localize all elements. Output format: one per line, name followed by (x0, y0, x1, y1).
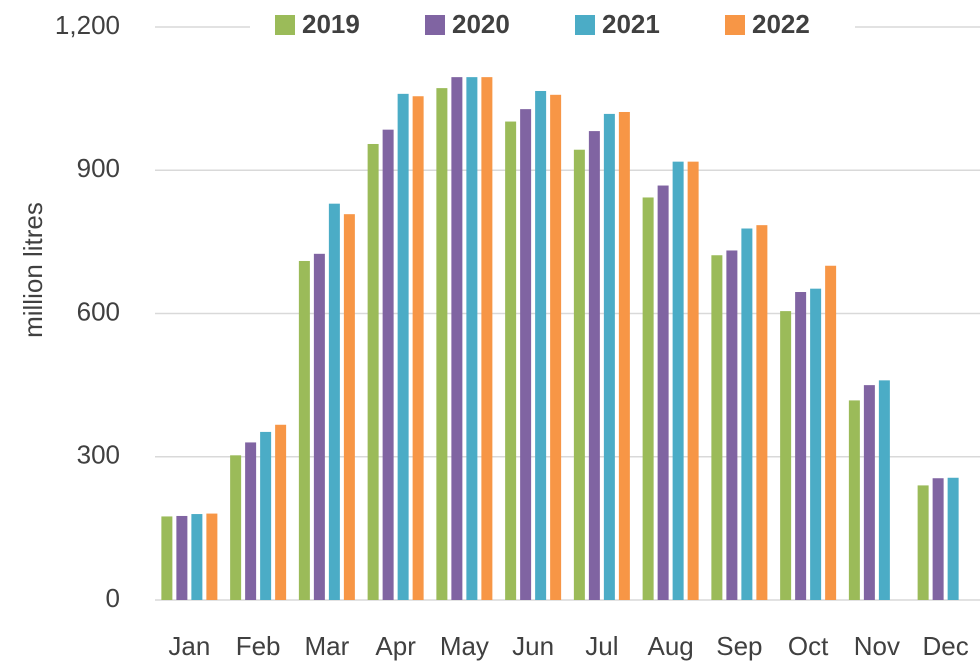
bar (618, 111, 630, 601)
y-tick-label: 0 (106, 583, 120, 613)
y-axis-label: million litres (18, 202, 48, 338)
bar (397, 93, 409, 600)
bar (161, 516, 173, 600)
bar (687, 161, 699, 600)
x-tick-label: Jun (512, 631, 554, 661)
bar (878, 380, 890, 600)
bar (328, 203, 340, 601)
bar (573, 149, 585, 600)
bar (313, 253, 325, 600)
bar (191, 514, 203, 600)
bar (657, 185, 669, 600)
legend-label: 2020 (452, 9, 510, 39)
legend-label: 2019 (302, 9, 360, 39)
legend-swatch (575, 15, 595, 35)
x-tick-label: Feb (236, 631, 281, 661)
x-tick-label: Dec (923, 631, 969, 661)
bar (206, 513, 218, 600)
bar (451, 77, 463, 600)
x-tick-label: Sep (716, 631, 762, 661)
bar (932, 478, 944, 600)
bar (298, 260, 310, 600)
bar (947, 477, 959, 600)
bar (466, 77, 478, 600)
bar (917, 485, 929, 600)
bar (588, 131, 600, 600)
bar (382, 129, 394, 600)
legend-label: 2022 (752, 9, 810, 39)
bar (848, 400, 860, 600)
bar (260, 431, 272, 600)
x-tick-label: Nov (854, 631, 900, 661)
bar (230, 455, 242, 600)
bar (275, 424, 287, 600)
bar (756, 225, 768, 600)
bar (642, 197, 654, 600)
bar (810, 288, 822, 600)
bar (412, 96, 424, 601)
bar (367, 143, 379, 601)
x-tick-label: Aug (647, 631, 693, 661)
y-tick-label: 1,200 (55, 10, 120, 40)
x-tick-label: Jan (168, 631, 210, 661)
bar (245, 442, 257, 600)
x-tick-label: May (440, 631, 489, 661)
bar (711, 255, 723, 600)
y-tick-label: 900 (77, 153, 120, 183)
legend-swatch (275, 15, 295, 35)
bar (825, 265, 837, 600)
bar (550, 94, 562, 601)
legend-background (250, 5, 855, 45)
x-tick-label: Jul (585, 631, 618, 661)
y-tick-label: 600 (77, 296, 120, 326)
bar (176, 515, 188, 600)
legend-swatch (425, 15, 445, 35)
bar (672, 161, 684, 600)
legend-label: 2021 (602, 9, 660, 39)
bar (343, 214, 355, 600)
bar (863, 385, 875, 600)
bar (780, 311, 792, 600)
bar (603, 113, 615, 600)
bar (481, 77, 493, 600)
legend-swatch (725, 15, 745, 35)
y-tick-label: 300 (77, 440, 120, 470)
bar (520, 109, 532, 600)
x-tick-label: Apr (375, 631, 416, 661)
bar (436, 88, 448, 601)
bar (795, 292, 807, 600)
x-tick-label: Oct (788, 631, 829, 661)
bar (505, 121, 517, 601)
bar (535, 90, 547, 601)
bar (741, 228, 753, 600)
x-tick-label: Mar (304, 631, 349, 661)
bar (726, 250, 738, 600)
